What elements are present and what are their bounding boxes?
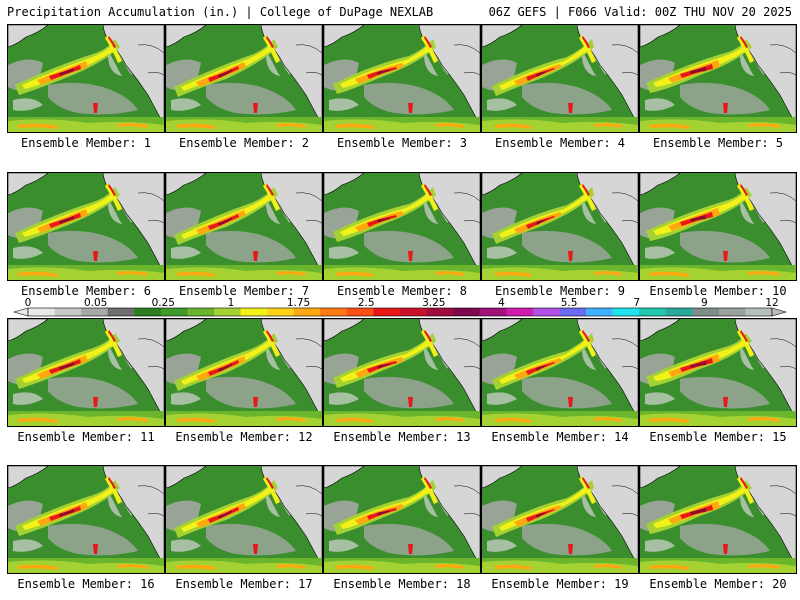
chart-title: Precipitation Accumulation (in.) | Colle…	[7, 5, 434, 19]
ensemble-member-map	[639, 318, 797, 427]
colorbar-swatch	[346, 308, 374, 316]
colorbar-right-arrow	[771, 307, 788, 317]
ensemble-member-map	[481, 24, 639, 133]
ensemble-member-label: Ensemble Member: 11	[17, 430, 155, 444]
ensemble-member-label: Ensemble Member: 3	[336, 136, 468, 150]
colorbar-tick-label: 0.25	[152, 297, 175, 309]
colorbar-swatch	[293, 308, 321, 316]
colorbar-swatch	[400, 308, 427, 316]
ensemble-member-map	[481, 172, 639, 281]
ensemble-member-label: Ensemble Member: 8	[336, 284, 468, 298]
colorbar-tick-label: 12	[765, 297, 778, 309]
ensemble-member-label: Ensemble Member: 19	[491, 577, 629, 591]
ensemble-member-map	[323, 465, 481, 574]
colorbar-swatch	[506, 308, 534, 316]
colorbar-tick-label: 0	[25, 297, 32, 309]
ensemble-member-label: Ensemble Member: 1	[20, 136, 152, 150]
colorbar-swatch	[267, 308, 295, 316]
colorbar-tick-label: 3.25	[422, 297, 445, 309]
colorbar-swatch	[320, 308, 348, 316]
ensemble-member-label: Ensemble Member: 9	[494, 284, 626, 298]
colorbar-swatch	[692, 308, 720, 316]
ensemble-member-map	[639, 172, 797, 281]
model-run-info: 06Z GEFS | F066 Valid: 00Z THU NOV 20 20…	[488, 5, 792, 19]
ensemble-member-map	[165, 465, 323, 574]
colorbar-swatch	[559, 308, 587, 316]
ensemble-member-map	[7, 24, 165, 133]
ensemble-member-map	[323, 24, 481, 133]
ensemble-member-map	[165, 24, 323, 133]
colorbar: 0 0.05 0.25 1 1.75 2.5 3.25 4 5.5 7 9 12	[12, 296, 788, 320]
colorbar-tick-label: 0.05	[84, 297, 107, 309]
ensemble-member-map	[165, 172, 323, 281]
colorbar-swatch	[54, 308, 82, 316]
ensemble-member-label: Ensemble Member: 13	[333, 430, 471, 444]
ensemble-member-label: Ensemble Member: 20	[649, 577, 787, 591]
colorbar-swatch	[214, 308, 241, 316]
colorbar-tick-label: 1.75	[287, 297, 310, 309]
ensemble-member-label: Ensemble Member: 10	[649, 284, 787, 298]
colorbar-tick-label: 1	[228, 297, 235, 309]
ensemble-member-label: Ensemble Member: 2	[178, 136, 310, 150]
colorbar-swatch	[187, 308, 215, 316]
ensemble-member-map	[165, 318, 323, 427]
colorbar-swatch	[28, 308, 55, 316]
colorbar-tick-label: 7	[633, 297, 640, 309]
ensemble-member-label: Ensemble Member: 18	[333, 577, 471, 591]
colorbar-swatch	[586, 308, 613, 316]
colorbar-left-arrow	[12, 307, 29, 317]
ensemble-member-map	[7, 318, 165, 427]
ensemble-member-label: Ensemble Member: 6	[20, 284, 152, 298]
colorbar-swatch	[718, 308, 746, 316]
ensemble-member-map	[639, 465, 797, 574]
colorbar-tick-label: 4	[498, 297, 505, 309]
ensemble-member-label: Ensemble Member: 4	[494, 136, 626, 150]
colorbar-swatch	[479, 308, 507, 316]
colorbar-swatch	[134, 308, 162, 316]
colorbar-tick-label: 2.5	[358, 297, 375, 309]
colorbar-swatch	[665, 308, 693, 316]
ensemble-member-label: Ensemble Member: 5	[652, 136, 784, 150]
colorbar-swatch	[532, 308, 560, 316]
colorbar-tick-label: 9	[701, 297, 708, 309]
colorbar-tick-label: 5.5	[561, 297, 578, 309]
ensemble-member-map	[639, 24, 797, 133]
ensemble-member-map	[481, 318, 639, 427]
colorbar-swatch	[160, 308, 188, 316]
colorbar-swatch	[612, 308, 640, 316]
colorbar-swatch	[81, 308, 109, 316]
ensemble-member-map	[323, 172, 481, 281]
ensemble-member-label: Ensemble Member: 12	[175, 430, 313, 444]
colorbar-swatch	[373, 308, 401, 316]
ensemble-member-label: Ensemble Member: 16	[17, 577, 155, 591]
ensemble-member-map	[7, 465, 165, 574]
ensemble-member-map	[7, 172, 165, 281]
ensemble-member-label: Ensemble Member: 17	[175, 577, 313, 591]
colorbar-swatch	[426, 308, 454, 316]
colorbar-swatch	[745, 308, 773, 316]
ensemble-member-map	[481, 465, 639, 574]
colorbar-swatch	[240, 308, 268, 316]
colorbar-swatch	[453, 308, 481, 316]
ensemble-member-map	[323, 318, 481, 427]
ensemble-member-label: Ensemble Member: 7	[178, 284, 310, 298]
colorbar-swatch	[639, 308, 667, 316]
ensemble-member-label: Ensemble Member: 15	[649, 430, 787, 444]
colorbar-swatch	[107, 308, 135, 316]
ensemble-member-label: Ensemble Member: 14	[491, 430, 629, 444]
